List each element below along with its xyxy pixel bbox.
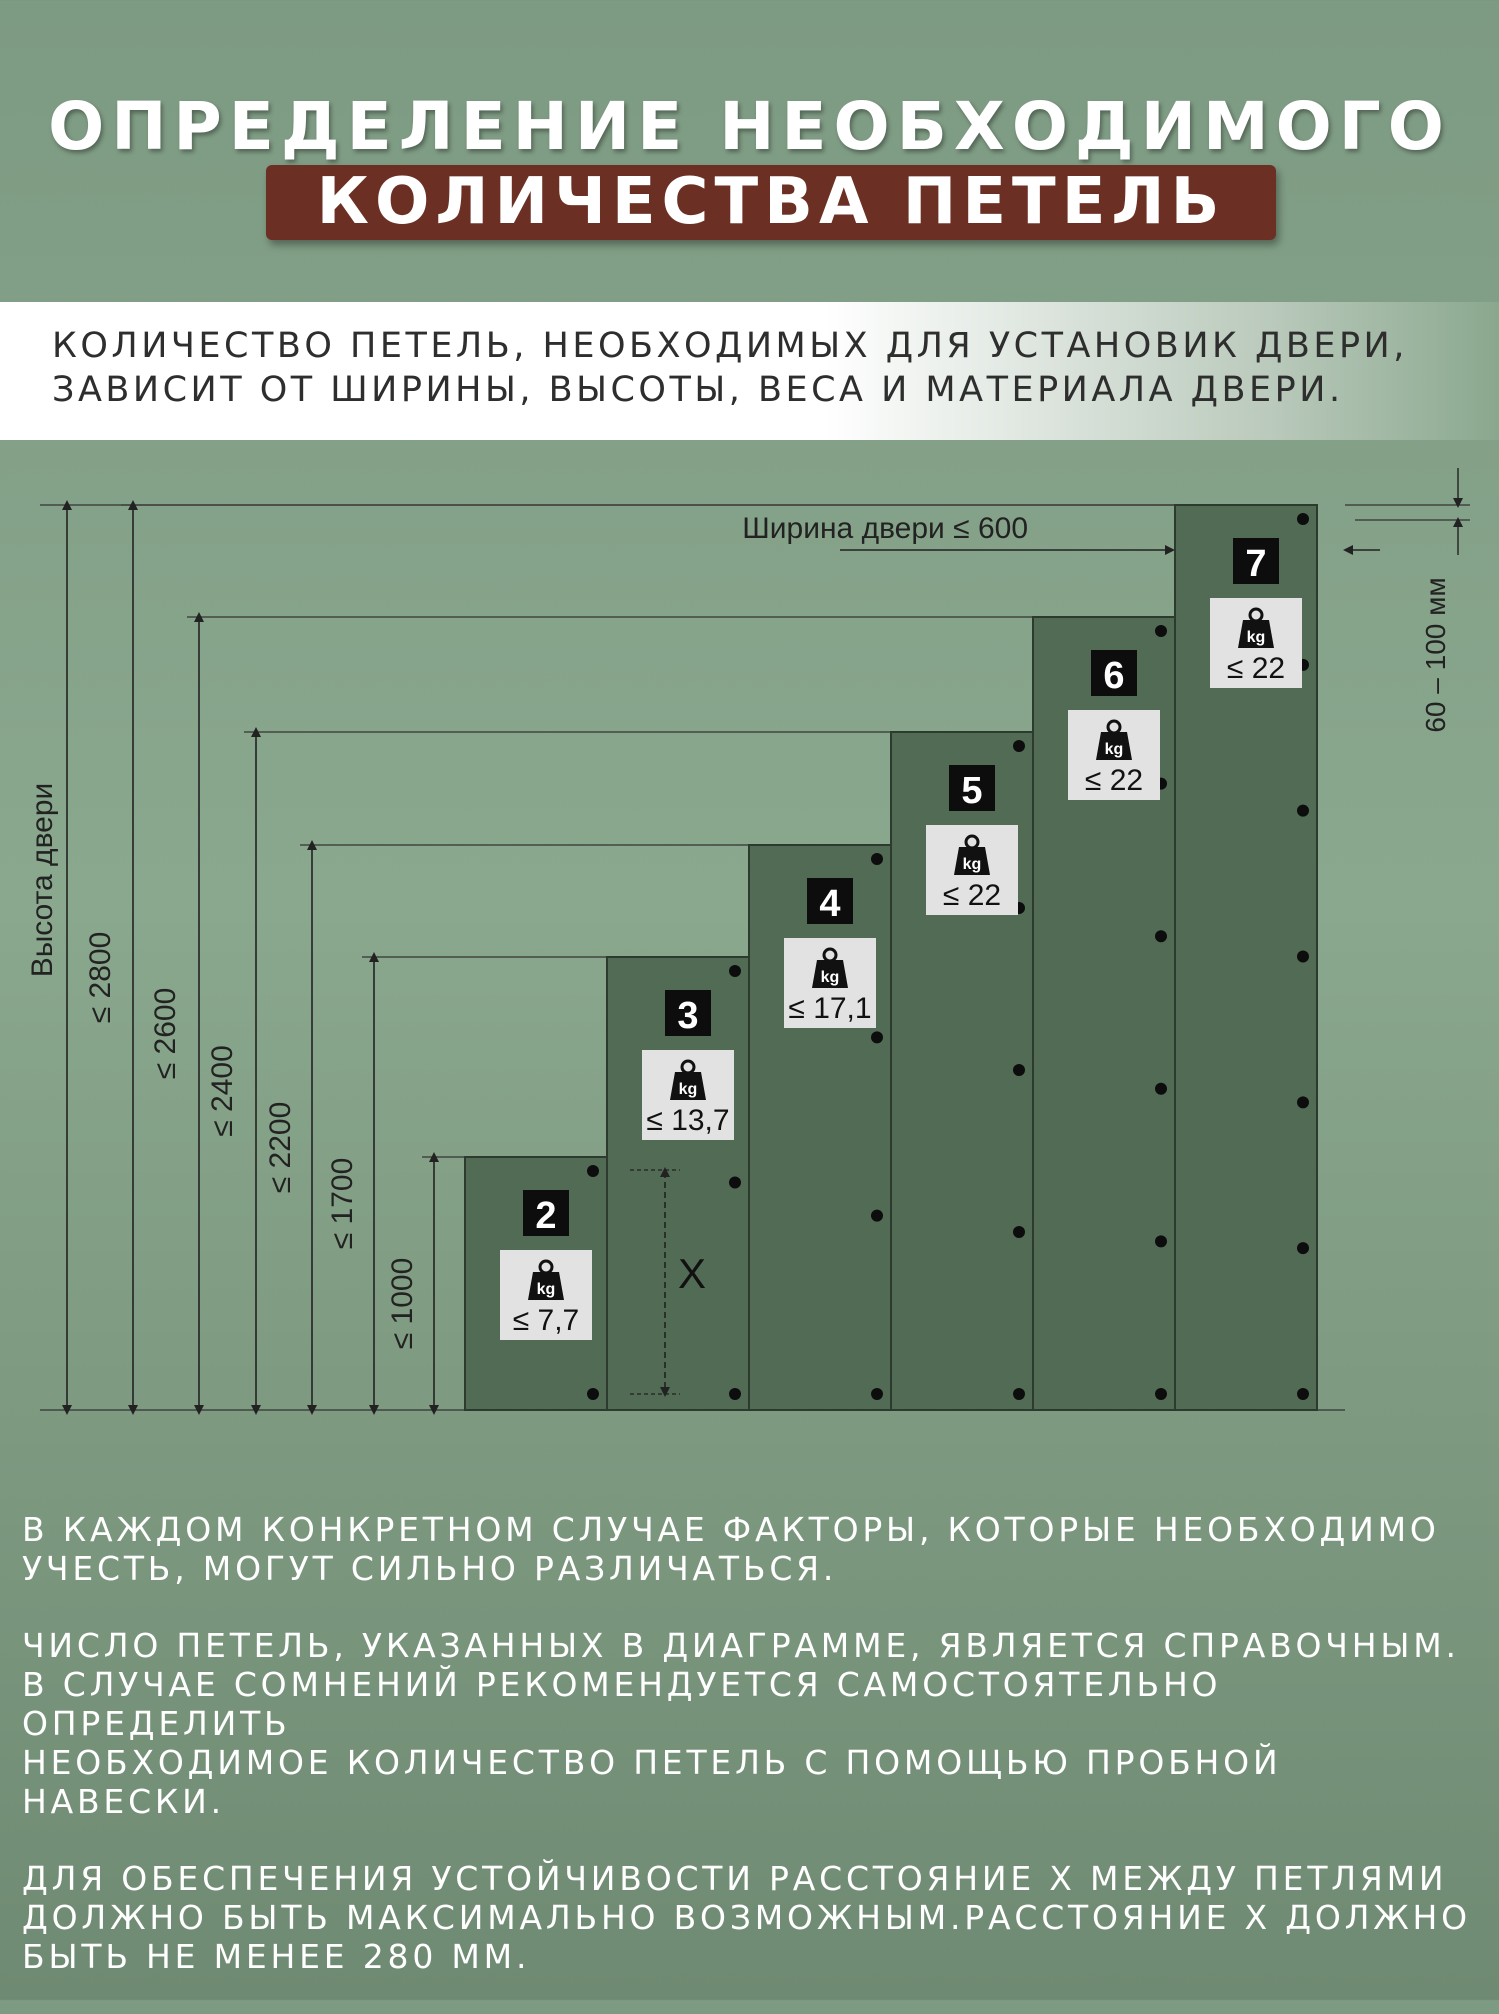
hinge-dot — [1155, 930, 1167, 943]
intro-band — [0, 302, 1499, 440]
kg-label: kg — [679, 1081, 698, 1098]
hinge-count: 4 — [819, 883, 840, 925]
weight-icon — [1096, 732, 1132, 760]
hinge-count: 7 — [1245, 543, 1266, 585]
hinge-dot — [871, 1209, 883, 1222]
intro-text: КОЛИЧЕСТВО ПЕТЕЛЬ, НЕОБХОДИМЫХ ДЛЯ УСТАН… — [52, 326, 1408, 410]
weight-label: ≤ 22 — [943, 879, 1001, 912]
hinge-dot — [1297, 513, 1309, 525]
weight-icon — [528, 1272, 564, 1300]
hinge-dot — [729, 1388, 741, 1400]
hinge-count: 5 — [961, 770, 982, 812]
weight-label: ≤ 13,7 — [646, 1104, 729, 1137]
weight-icon — [954, 847, 990, 875]
hinge-dot — [1297, 1096, 1309, 1109]
hinge-dot — [871, 853, 883, 865]
offset-label: 60 – 100 мм — [1420, 577, 1451, 732]
height-label: ≤ 1000 — [386, 1258, 419, 1350]
weight-label: ≤ 22 — [1227, 652, 1285, 685]
kg-label: kg — [821, 969, 840, 986]
hinge-diagram: ≤ 1000 ≤ 1700 ≤ 2200 ≤ 2400 ≤ 2600 ≤ 2800 Высо… — [26, 468, 1470, 1415]
hinge-dot — [1155, 1235, 1167, 1248]
height-label: ≤ 1700 — [326, 1158, 359, 1250]
hinge-dot — [1013, 740, 1025, 752]
width-label: Ширина двери ≤ 600 — [742, 512, 1028, 545]
door-panel — [748, 844, 892, 1411]
notes-block: В КАЖДОМ КОНКРЕТНОМ СЛУЧАЕ ФАКТОРЫ, КОТО… — [22, 1510, 1492, 2014]
hinge-count-badge — [1091, 650, 1137, 696]
height-label: ≤ 2200 — [264, 1102, 297, 1194]
hinge-dot — [587, 1165, 599, 1177]
annotations-group: X Ширина двери ≤ 600 60 – 100 мм — [630, 468, 1470, 1397]
weight-icon — [1238, 620, 1274, 648]
hinge-count-badge — [523, 1190, 569, 1236]
hinge-count: 6 — [1103, 655, 1124, 697]
hinge-dot — [871, 1031, 883, 1044]
hinge-dot — [1297, 1388, 1309, 1400]
hinge-count: 2 — [535, 1195, 556, 1237]
kg-label: kg — [1105, 741, 1124, 758]
hinge-dot — [1013, 1064, 1025, 1076]
hinge-dot — [587, 1388, 599, 1400]
weight-label: ≤ 22 — [1085, 764, 1143, 797]
kg-label: kg — [537, 1281, 556, 1298]
hinge-count: 3 — [677, 995, 698, 1037]
hinge-dot — [1013, 1388, 1025, 1400]
hinge-count-badge — [949, 765, 995, 811]
hinge-dot — [729, 965, 741, 977]
title-line-2: КОЛИЧЕСТВА ПЕТЕЛЬ — [316, 165, 1226, 239]
hinge-dot — [1297, 804, 1309, 817]
door-panel — [1174, 504, 1318, 1411]
note-2: ЧИСЛО ПЕТЕЛЬ, УКАЗАННЫХ В ДИАГРАММЕ, ЯВЛ… — [22, 1626, 1460, 1821]
doors-group: 2 kg ≤ 7,7 3 kg ≤ 13,7 4 kg ≤ 17,1 5 kg ≤ 22 6 kg ≤ 22… — [464, 504, 1318, 1411]
hinge-dot — [1013, 1226, 1025, 1238]
hinge-dot — [1155, 1388, 1167, 1400]
weight-label: ≤ 17,1 — [788, 992, 871, 1025]
weight-icon — [812, 960, 848, 988]
hinge-dot — [1155, 625, 1167, 637]
hinge-dot — [1155, 1082, 1167, 1095]
title-line-1: ОПРЕДЕЛЕНИЕ НЕОБХОДИМОГО — [48, 88, 1451, 165]
kg-label: kg — [963, 856, 982, 873]
x-label: X — [678, 1250, 706, 1297]
hinge-dot — [1297, 950, 1309, 963]
hinge-dot — [1297, 1242, 1309, 1255]
note-1: В КАЖДОМ КОНКРЕТНОМ СЛУЧАЕ ФАКТОРЫ, КОТО… — [22, 1510, 1440, 1588]
door-height-label: Высота двери — [26, 783, 59, 978]
height-label: ≤ 2800 — [84, 932, 117, 1024]
height-label: ≤ 2400 — [206, 1045, 239, 1137]
hinge-count-badge — [665, 990, 711, 1036]
title-highlight-box — [266, 165, 1276, 240]
note-3: ДЛЯ ОБЕСПЕЧЕНИЯ УСТОЙЧИВОСТИ РАССТОЯНИЕ … — [22, 1859, 1471, 1976]
weight-label: ≤ 7,7 — [513, 1304, 580, 1337]
hinge-count-badge — [1233, 538, 1279, 584]
height-label: ≤ 2600 — [149, 988, 182, 1080]
hinge-count-badge — [807, 878, 853, 924]
hinge-dot — [729, 1176, 741, 1189]
hinge-dot — [871, 1388, 883, 1400]
weight-icon — [670, 1072, 706, 1100]
kg-label: kg — [1247, 629, 1266, 646]
